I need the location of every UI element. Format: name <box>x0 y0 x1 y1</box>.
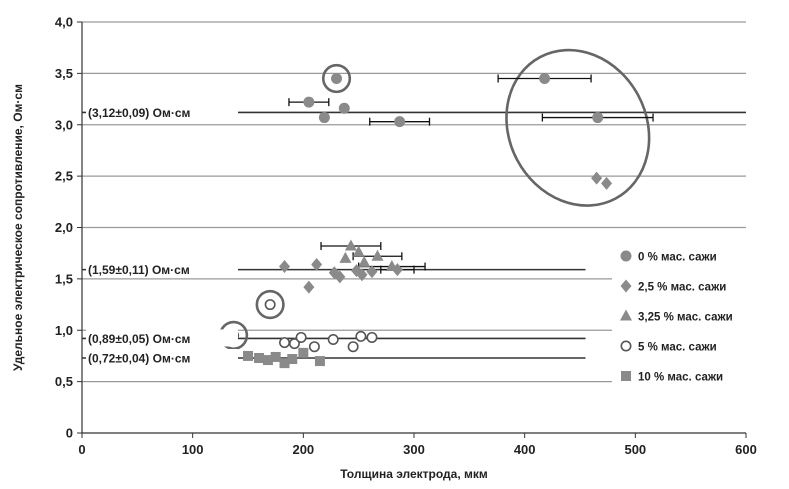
highlight-ellipse <box>321 63 352 94</box>
data-point-series-4 <box>262 355 273 366</box>
y-tick-label: 0,5 <box>55 374 73 389</box>
mean-label: (3,12±0,09) Ом·см <box>88 106 191 120</box>
highlights <box>219 48 651 351</box>
legend-entry: 3,25 % мас. сажи <box>638 312 733 324</box>
data-point-series-4 <box>270 351 281 362</box>
data-point-series-1 <box>356 268 368 282</box>
y-tick-label: 2,5 <box>55 169 73 184</box>
mean-label: (0,89±0,05) Ом·см <box>88 332 191 346</box>
data-point-series-2 <box>339 251 352 263</box>
data-point-series-1 <box>311 257 323 271</box>
legend-marker <box>620 250 632 262</box>
data-point-series-3 <box>264 299 276 311</box>
data-point-series-2 <box>358 255 371 267</box>
data-point-series-0 <box>318 112 330 124</box>
mean-label-bg <box>86 348 238 366</box>
data-point-series-0 <box>539 73 551 85</box>
y-tick-label: 2,0 <box>55 220 73 235</box>
y-tick-label: 4,0 <box>55 15 73 30</box>
data-point-series-1 <box>601 176 613 190</box>
legend-marker <box>620 309 632 321</box>
legend-marker <box>621 371 631 381</box>
data-point-series-3 <box>288 338 300 350</box>
data-point-series-0 <box>338 102 350 114</box>
legend-marker <box>620 279 632 293</box>
legend-entry: 5 % мас. сажи <box>638 342 717 354</box>
legend-entry: 0 % мас. сажи <box>638 252 717 264</box>
data-point-series-3 <box>295 331 307 343</box>
data-point-series-0 <box>303 96 315 108</box>
data-point-series-0 <box>331 73 343 85</box>
data-point-series-3 <box>366 331 378 343</box>
y-tick-label: 0 <box>66 426 73 441</box>
mean-label-bg <box>86 329 238 347</box>
annotations: (3,12±0,09) Ом·см (1,59±0,11) Ом·см (0,89±… <box>86 103 238 366</box>
x-tick-label: 500 <box>624 442 646 457</box>
y-tick-label: 1,5 <box>55 271 73 286</box>
data-point-series-4 <box>243 350 253 361</box>
x-tick-label: 400 <box>514 442 536 457</box>
y-tick-label: 3,5 <box>55 66 73 81</box>
x-tick-label: 100 <box>182 442 204 457</box>
legend-marker <box>620 340 632 352</box>
data-point-series-2 <box>385 260 398 272</box>
data-point-series-0 <box>394 116 406 128</box>
y-axis-title: Удельное электрическое сопротивление, Ом… <box>11 84 25 371</box>
data-point-series-4 <box>254 352 265 363</box>
legend-entry: 10 % мас. сажи <box>638 372 723 384</box>
data-point-series-1 <box>279 260 291 274</box>
mean-label-bg <box>86 103 238 121</box>
data-point-series-2 <box>352 245 365 257</box>
x-tick-label: 600 <box>735 442 757 457</box>
y-tick-label: 3,0 <box>55 117 73 132</box>
data-point-series-0 <box>592 112 604 124</box>
data-point-series-3 <box>355 330 367 342</box>
data-point-series-3 <box>308 341 320 353</box>
mean-label: (0,72±0,04) Ом·см <box>88 351 191 365</box>
data-point-series-3 <box>347 341 359 353</box>
x-axis-title: Толщина электрода, мкм <box>340 467 488 481</box>
mean-label: (1,59±0,11) Ом·см <box>88 263 190 277</box>
data-points <box>228 73 613 369</box>
data-point-series-1 <box>334 270 346 284</box>
axes: 0 0,5 1,0 1,5 2,0 2,5 3,0 3,5 4,0 0 100 200 300 400 50… <box>55 15 757 458</box>
x-tick-label: 0 <box>78 442 85 457</box>
data-point-series-4 <box>279 358 290 369</box>
legend-bg <box>612 238 782 420</box>
x-tick-label: 200 <box>292 442 314 457</box>
data-point-series-1 <box>303 280 315 294</box>
data-point-series-3 <box>327 333 339 345</box>
highlight-ellipse <box>505 48 651 207</box>
x-tick-label: 300 <box>403 442 425 457</box>
data-point-series-2 <box>371 249 384 261</box>
y-tick-label: 1,0 <box>55 323 73 338</box>
data-point-series-4 <box>314 356 325 367</box>
mean-label-bg <box>86 260 238 278</box>
legend-entry: 2,5 % мас. сажи <box>638 282 726 294</box>
legend: 0 % мас. сажи 2,5 % мас. сажи 3,25 % мас. … <box>612 238 782 420</box>
data-point-series-3 <box>279 337 291 349</box>
data-point-series-1 <box>591 171 603 185</box>
data-point-series-4 <box>298 347 309 358</box>
data-point-series-4 <box>287 354 298 365</box>
data-point-series-1 <box>366 265 378 279</box>
data-point-series-2 <box>344 239 357 251</box>
highlight-ellipse <box>255 289 285 320</box>
